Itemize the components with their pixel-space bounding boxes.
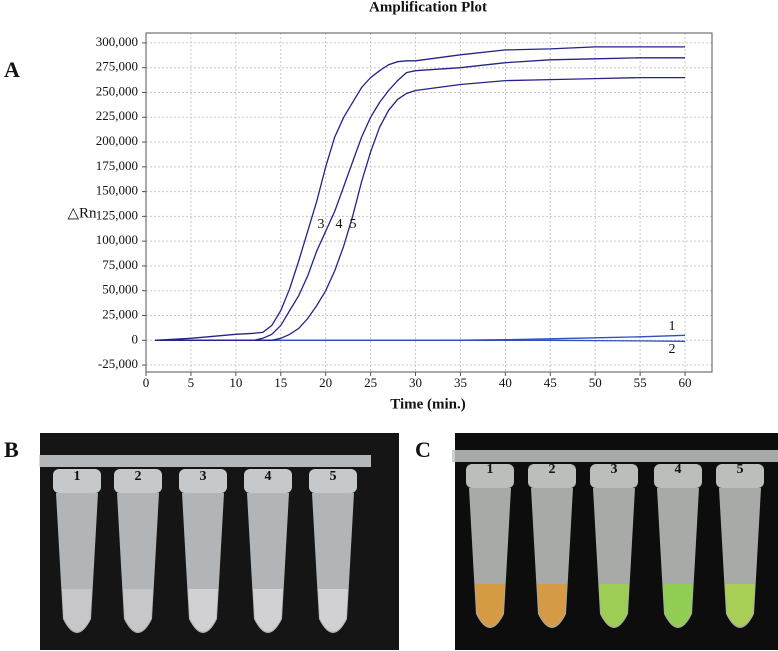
tube-label: 2: [135, 469, 142, 484]
tube-liquid: [123, 589, 153, 632]
x-axis-label: Time (min.): [390, 396, 466, 412]
tube-cap-ring: [179, 469, 227, 493]
x-tick-label: 35: [454, 375, 467, 390]
tube-cap-ring: [244, 469, 292, 493]
tube-cap-ring: [466, 464, 514, 488]
tube-label: 5: [330, 469, 337, 484]
y-tick-label: 50,000: [102, 282, 138, 297]
y-axis-label: △Rn: [67, 205, 97, 221]
x-tick-label: 55: [634, 375, 647, 390]
tube-label: 4: [675, 462, 682, 477]
x-tick-label: 0: [143, 375, 150, 390]
tube-liquid: [475, 584, 505, 627]
tube-cap-ring: [590, 464, 638, 488]
x-tick-label: 45: [544, 375, 557, 390]
tube-cap-ring: [654, 464, 702, 488]
x-tick-label: 10: [229, 375, 242, 390]
tube-liquid: [663, 584, 693, 627]
tube-cap-ring: [53, 469, 101, 493]
x-tick-label: 25: [364, 375, 377, 390]
x-tick-label: 20: [319, 375, 332, 390]
tube-label: 4: [265, 469, 272, 484]
series-label: 4: [336, 217, 343, 232]
tube-liquid: [725, 584, 755, 627]
panel-label: B: [4, 437, 19, 462]
panel-label: A: [4, 57, 20, 82]
x-tick-label: 40: [499, 375, 512, 390]
tube-liquid: [253, 589, 283, 632]
series-line: [155, 57, 685, 341]
y-tick-label: 250,000: [96, 83, 138, 98]
x-tick-label: 60: [679, 375, 692, 390]
tube-strip: [39, 455, 371, 467]
series-label: 1: [669, 319, 676, 334]
series-label: 2: [669, 342, 676, 357]
series-line: [155, 76, 685, 341]
y-tick-label: 200,000: [96, 133, 138, 148]
y-tick-label: 300,000: [96, 34, 138, 49]
y-tick-label: 100,000: [96, 232, 138, 247]
tube-label: 3: [611, 462, 618, 477]
panel-label: C: [415, 437, 431, 462]
tube-liquid: [62, 589, 92, 632]
tube-cap-ring: [114, 469, 162, 493]
tube-cap-ring: [716, 464, 764, 488]
tube-liquid: [537, 584, 567, 627]
y-tick-label: 150,000: [96, 183, 138, 198]
x-tick-label: 50: [589, 375, 602, 390]
tube-label: 1: [74, 469, 81, 484]
y-tick-label: 275,000: [96, 59, 138, 74]
tube-liquid: [599, 584, 629, 627]
plot-frame: [145, 32, 713, 373]
tube-cap-ring: [528, 464, 576, 488]
y-tick-label: -25,000: [98, 356, 138, 371]
tube-label: 3: [200, 469, 207, 484]
series-line: [155, 334, 686, 341]
y-tick-label: 225,000: [96, 108, 138, 123]
y-tick-label: 25,000: [102, 306, 138, 321]
grid: 0 5 10 15 20 25 30 35 40 45 50 55 60-25,000025,00050…: [96, 33, 712, 390]
x-tick-label: 15: [274, 375, 287, 390]
tube-liquid: [188, 589, 218, 632]
y-tick-label: 125,000: [96, 207, 138, 222]
x-tick-label: 30: [409, 375, 422, 390]
tube-label: 1: [487, 462, 494, 477]
y-tick-label: 75,000: [102, 257, 138, 272]
tube-cap-ring: [309, 469, 357, 493]
y-tick-label: 0: [132, 331, 139, 346]
tube-strip: [452, 450, 778, 462]
series-label: 3: [318, 217, 325, 232]
plot-lines: 1 2 3 4 5: [154, 46, 686, 357]
y-tick-label: 175,000: [96, 158, 138, 173]
series-label: 5: [350, 217, 357, 232]
tube-label: 2: [549, 462, 556, 477]
tube-label: 5: [737, 462, 744, 477]
x-tick-label: 5: [188, 375, 195, 390]
chart-title: Amplification Plot: [369, 0, 487, 15]
tubes: 1 2 3 4 5 1 2 3 4 5: [39, 450, 778, 633]
tube-liquid: [318, 589, 348, 632]
series-line: [154, 46, 685, 341]
